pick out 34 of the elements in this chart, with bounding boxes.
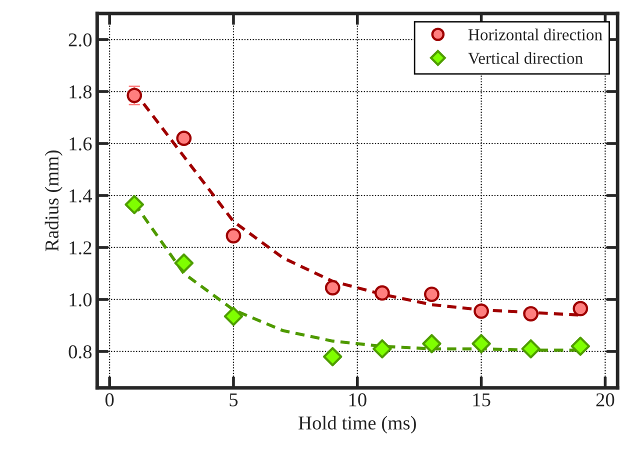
point [322,347,342,366]
point [472,334,491,354]
x-tick-label: 20 [596,393,614,406]
point [126,88,142,104]
point [124,194,144,214]
y-tick-label: 1.4 [70,189,92,203]
point [474,303,489,319]
legend-label: Horizontal direction [468,28,602,40]
legend-label: Vertical direction [468,52,583,64]
x-tick-label: 15 [473,393,490,406]
x-axis-title: Hold time (ms) [298,416,416,434]
point [521,339,540,358]
point [224,306,244,326]
point [174,253,194,273]
point [176,130,192,146]
x-tick-label: 0 [105,393,114,406]
y-tick-label: 1.2 [70,241,92,255]
point [226,228,242,244]
y-axis-title: Radius (mm) [44,150,62,252]
point [424,286,440,302]
point [572,300,588,316]
x-tick-label: 10 [349,393,366,406]
point [422,334,442,354]
y-tick-label: 2.0 [68,33,92,47]
y-tick-label: 1.0 [70,293,92,306]
y-tick-label: 1.8 [70,85,92,99]
point [324,280,340,296]
y-tick-label: 0.8 [68,345,92,358]
point [374,285,390,301]
x-tick-label: 5 [230,393,238,406]
point [372,339,392,358]
y-tick-label: 1.6 [70,137,92,151]
point [523,306,539,322]
point [570,336,590,356]
